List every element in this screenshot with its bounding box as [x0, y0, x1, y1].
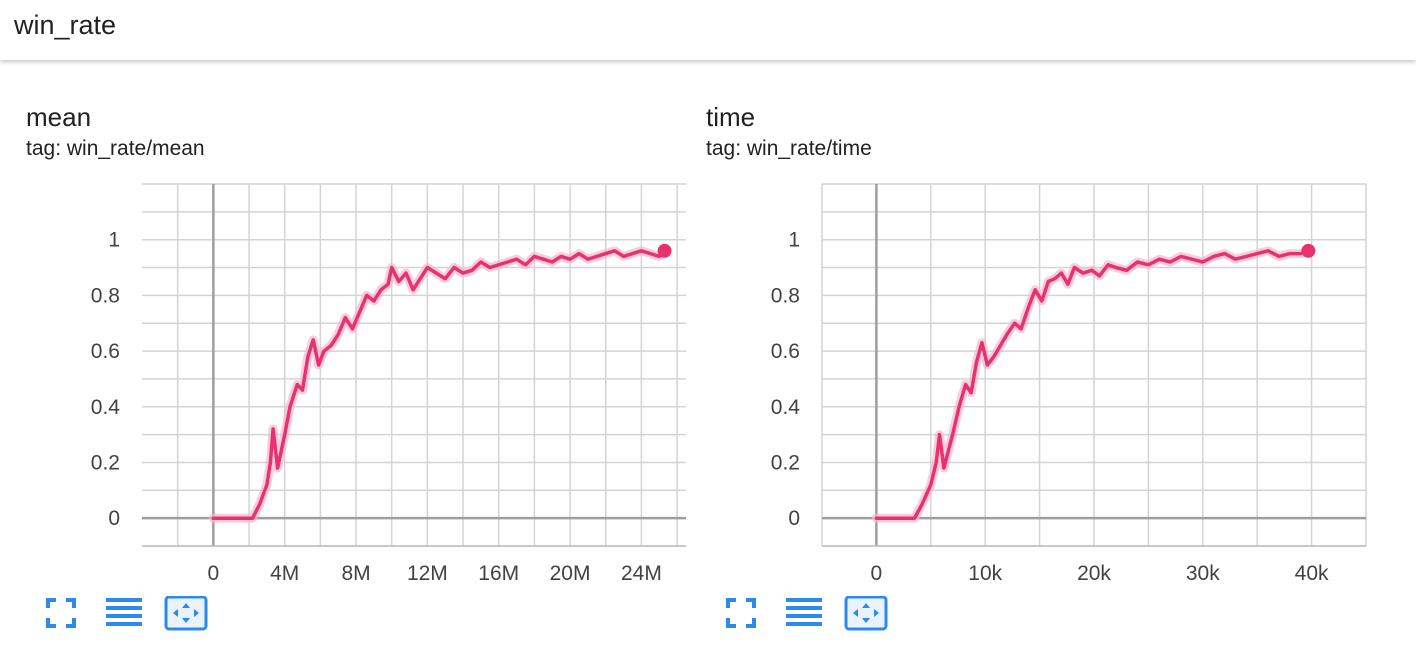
chart-tag: tag: win_rate/mean: [26, 137, 205, 160]
fullscreen-icon: [46, 598, 76, 628]
series-endpoint: [1301, 243, 1316, 258]
fit-domain-icon: [844, 596, 888, 631]
y-tick-label: 0.4: [771, 396, 801, 419]
log-scale-button[interactable]: [104, 596, 148, 634]
run-header: win_rate: [0, 0, 1416, 60]
y-tick-label: 0: [108, 507, 120, 530]
group-title: win_rate: [14, 10, 117, 40]
y-tick-label: 0.6: [771, 340, 800, 363]
expand-button[interactable]: [44, 596, 88, 634]
line-chart-time[interactable]: 0 10k 20k 30k 40k 0 0.2 0.4 0.6 0.8 1: [706, 100, 1386, 590]
fit-domain-button[interactable]: [164, 596, 208, 634]
x-tick-label: 30k: [1186, 562, 1220, 585]
chart-card-time: time tag: win_rate/time 0 10k 20k 30k 40k 0 0.…: [706, 100, 1386, 660]
series-raw-band: [208, 246, 670, 523]
series-line: [874, 249, 1311, 520]
y-tick-label: 0.6: [91, 340, 120, 363]
expand-button[interactable]: [724, 596, 768, 634]
series-line: [211, 249, 667, 520]
fit-domain-icon: [164, 596, 208, 631]
x-tick-label: 10k: [968, 562, 1002, 585]
fit-domain-button[interactable]: [844, 596, 888, 634]
y-tick-label: 0: [788, 507, 800, 530]
x-tick-label: 40k: [1295, 562, 1329, 585]
x-tick-label: 0: [208, 562, 220, 585]
x-tick-label: 4M: [270, 562, 299, 585]
chart-tag: tag: win_rate/time: [706, 137, 872, 160]
y-tick-label: 0.8: [771, 284, 800, 307]
y-tick-label: 0.4: [91, 396, 121, 419]
y-tick-label: 0.2: [91, 451, 120, 474]
chart-card-mean: mean tag: win_rate/mean 0 4M 8M 12M 16M 20M 24…: [26, 100, 706, 660]
series-raw-band: [871, 246, 1313, 523]
chart-title: time: [706, 102, 756, 132]
x-tick-label: 0: [871, 562, 883, 585]
log-scale-button[interactable]: [784, 596, 828, 634]
series-endpoint: [657, 243, 672, 258]
y-tick-label: 1: [788, 229, 800, 252]
y-tick-label: 0.2: [771, 451, 800, 474]
x-tick-label: 12M: [407, 562, 448, 585]
fullscreen-icon: [726, 598, 756, 628]
y-tick-label: 1: [108, 229, 120, 252]
chart-title: mean: [26, 102, 92, 132]
y-tick-label: 0.8: [91, 284, 120, 307]
x-tick-label: 16M: [478, 562, 519, 585]
line-chart-mean[interactable]: 0 4M 8M 12M 16M 20M 24M 0 0.2 0.4 0.6 0.8 1: [26, 100, 706, 590]
x-tick-label: 20M: [550, 562, 591, 585]
x-tick-label: 24M: [621, 562, 662, 585]
list-lines-icon: [106, 598, 142, 626]
x-tick-label: 20k: [1077, 562, 1111, 585]
x-tick-label: 8M: [341, 562, 370, 585]
list-lines-icon: [786, 598, 822, 626]
